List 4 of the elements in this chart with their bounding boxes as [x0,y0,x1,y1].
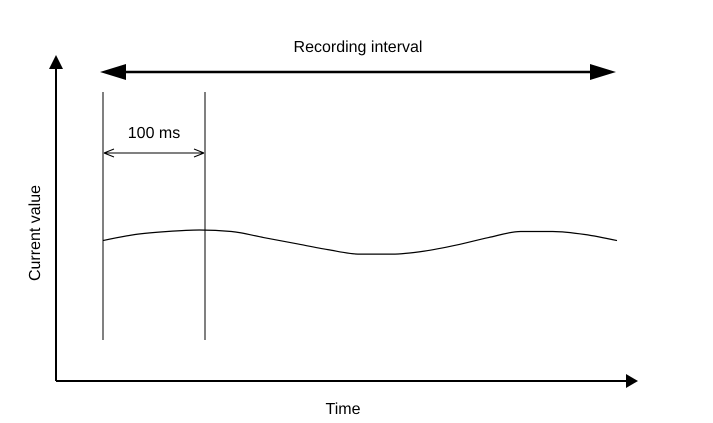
x-axis-title: Time [326,401,361,418]
y-axis-title: Current value [27,184,44,282]
text: 100 ms [128,125,180,142]
text: Recording interval [294,39,422,56]
